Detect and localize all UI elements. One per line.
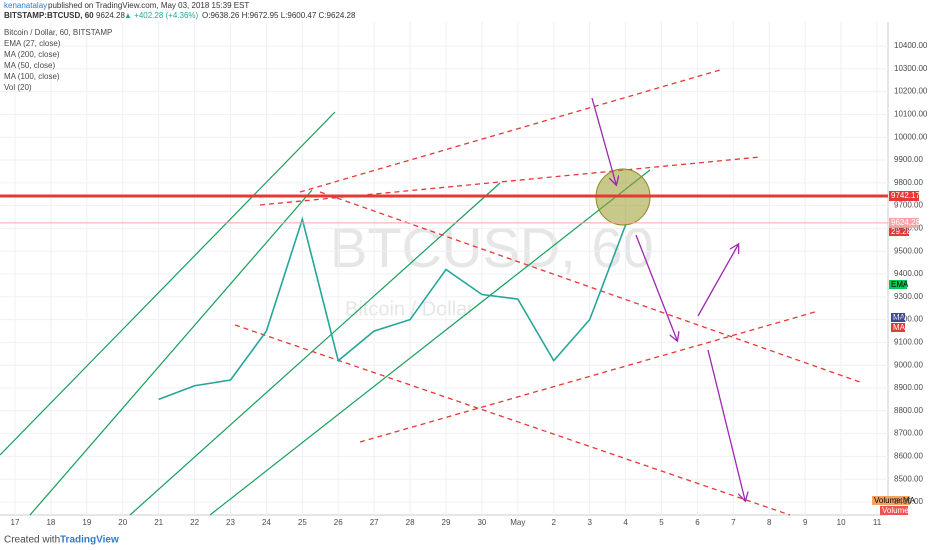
dashed-line: [299, 69, 721, 193]
x-tick-label: 9: [803, 518, 808, 527]
published: published on TradingView.com, May 03, 20…: [48, 1, 249, 10]
x-tick-label: 28: [406, 518, 415, 527]
price-label: 9624.28: [891, 218, 920, 227]
watermark: BTCUSD, 60: [330, 216, 654, 279]
x-tick-label: 26: [334, 518, 343, 527]
y-tick-label: 10200.00: [894, 87, 928, 96]
ohlc: O:9638.26 H:9672.95 L:9600.47 C:9624.28: [202, 11, 356, 20]
x-tick-label: 6: [695, 518, 700, 527]
ema-label: EMA: [891, 280, 909, 289]
x-tick-label: 29: [442, 518, 451, 527]
y-tick-label: 9700.00: [894, 201, 923, 210]
y-tick-label: 10300.00: [894, 64, 928, 73]
y-tick-label: 10100.00: [894, 110, 928, 119]
y-tick-label: 9400.00: [894, 269, 923, 278]
legend-item: Bitcoin / Dollar, 60, BITSTAMP: [4, 28, 112, 37]
x-tick-label: 30: [477, 518, 486, 527]
x-tick-label: 25: [298, 518, 307, 527]
dashed-line: [359, 311, 816, 443]
y-tick-label: 9300.00: [894, 292, 923, 301]
trendline: [29, 189, 313, 516]
arrow: [591, 97, 616, 184]
x-tick-label: 7: [731, 518, 736, 527]
y-tick-label: 9600.00: [894, 224, 923, 233]
x-tick-label: 24: [262, 518, 271, 527]
y-tick-label: 8500.00: [894, 474, 923, 483]
x-tick-label: 22: [190, 518, 199, 527]
x-tick-label: 18: [46, 518, 55, 527]
x-tick-label: 8: [767, 518, 772, 527]
x-tick-label: May: [510, 518, 525, 527]
price-line: [158, 216, 627, 401]
dashed-line: [234, 324, 791, 516]
trendline: [129, 182, 501, 516]
x-tick-label: 27: [370, 518, 379, 527]
y-tick-label: 9800.00: [894, 178, 923, 187]
x-tick-label: 3: [587, 518, 592, 527]
y-tick-label: 9900.00: [894, 155, 923, 164]
x-tick-label: 11: [873, 518, 882, 527]
y-tick-label: 10000.00: [894, 132, 928, 141]
symbol: BITSTAMP:BTCUSD, 60: [4, 11, 94, 20]
author: kenanatalay: [4, 1, 47, 10]
volma-box: [872, 496, 910, 505]
y-tick-label: 8800.00: [894, 406, 923, 415]
ma-label: MA: [893, 313, 906, 322]
price-box: [889, 191, 919, 202]
ma-box: [891, 323, 905, 332]
footer-brand: TradingView: [60, 535, 119, 546]
x-tick-label: 2: [552, 518, 557, 527]
y-tick-label: 8400.00: [894, 497, 923, 506]
x-tick-label: 10: [837, 518, 846, 527]
legend: Bitcoin / Dollar, 60, BITSTAMP EMA (27, …: [4, 28, 112, 92]
y-tick-label: 9000.00: [894, 360, 923, 369]
vol-box: [880, 506, 908, 515]
price-label: 9742.17: [891, 191, 920, 200]
y-tick-label: 8600.00: [894, 452, 923, 461]
legend-item: MA (100, close): [4, 72, 60, 81]
trendline: [0, 111, 336, 456]
x-tick-label: 20: [118, 518, 127, 527]
dashed-line: [319, 191, 861, 383]
legend-item: EMA (27, close): [4, 39, 61, 48]
ma-label: MA: [893, 323, 906, 332]
legend-item: MA (200, close): [4, 50, 60, 59]
x-tick-label: 4: [623, 518, 628, 527]
price-box: [889, 217, 919, 228]
x-tick-label: 5: [659, 518, 664, 527]
legend-item: Vol (20): [4, 83, 32, 92]
arrow: [635, 234, 677, 340]
y-tick-label: 10400.00: [894, 41, 928, 50]
x-tick-label: 19: [82, 518, 91, 527]
legend-item: MA (50, close): [4, 61, 55, 70]
y-tick-label: 8900.00: [894, 383, 923, 392]
y-tick-label: 8700.00: [894, 429, 923, 438]
trendline: [209, 169, 651, 516]
y-tick-label: 9100.00: [894, 338, 923, 347]
timer: 29:28: [891, 227, 912, 236]
timer-box: [889, 227, 909, 236]
vol-label: Volume: [882, 506, 909, 515]
arrow: [707, 349, 745, 500]
ma-box: [891, 313, 905, 322]
change: ▲ +402.28 (+4.36%): [124, 11, 199, 20]
arrow: [697, 245, 738, 317]
ema-box: [889, 280, 907, 289]
footer-created: Created with: [4, 535, 60, 546]
volma-label: Volume MA: [874, 496, 916, 505]
x-tick-label: 17: [11, 518, 20, 527]
x-tick-label: 21: [154, 518, 163, 527]
quote: 9624.28: [96, 11, 125, 20]
y-tick-label: 9500.00: [894, 246, 923, 255]
y-tick-label: 9200.00: [894, 315, 923, 324]
x-tick-label: 23: [226, 518, 235, 527]
